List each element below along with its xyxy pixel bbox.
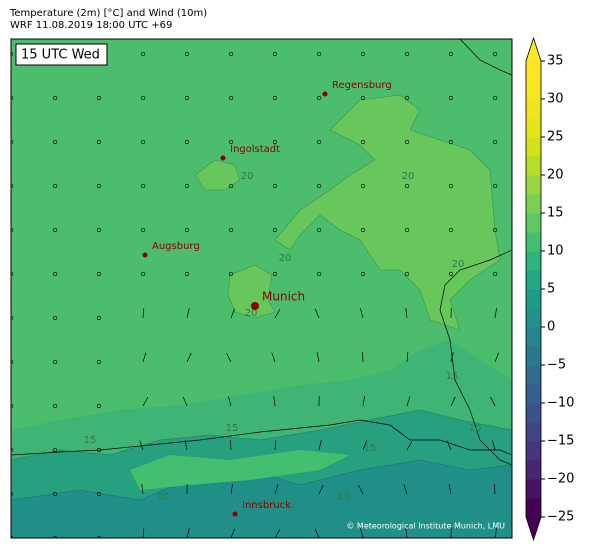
contour-label: 10 [157, 492, 170, 503]
colorbar-tick-label: −25 [547, 510, 574, 525]
colorbar-tick-label: 0 [547, 320, 555, 335]
time-label: 15 UTC Wed [21, 48, 100, 63]
colorbar-band [526, 232, 541, 252]
colorbar-tick-label: −15 [547, 434, 574, 449]
colorbar-band [526, 80, 541, 100]
city-marker [323, 92, 328, 97]
city-marker [251, 302, 259, 310]
subtitle: WRF 11.08.2019 18:00 UTC +69 [10, 20, 172, 31]
city-marker [233, 512, 238, 517]
contour-label: 20 [241, 171, 254, 182]
colorbar-band [526, 441, 541, 461]
city-label: Innsbruck [242, 500, 291, 511]
colorbar-tick-label: 20 [547, 168, 564, 183]
colorbar-band [526, 460, 541, 480]
colorbar-tick-label: 10 [547, 244, 564, 259]
city-label: Regensburg [332, 80, 392, 91]
colorbar-band [526, 194, 541, 214]
colorbar-band [526, 498, 541, 518]
colorbar-tick-label: 35 [547, 54, 564, 69]
title: Temperature (2m) [°C] and Wind (10m) [9, 8, 207, 19]
colorbar-band [526, 327, 541, 347]
colorbar-tick-label: 30 [547, 92, 564, 107]
colorbar-band [526, 403, 541, 423]
colorbar-band [526, 213, 541, 233]
colorbar-band [526, 251, 541, 271]
colorbar-band [526, 308, 541, 328]
contour-label: 10 [469, 423, 482, 434]
colorbar: −25 −20 −15 −10 −5 0 5 10 15 20 25 30 35 [526, 38, 574, 540]
colorbar-band [526, 365, 541, 385]
city-marker [221, 156, 226, 161]
city-label: Augsburg [152, 241, 200, 252]
colorbar-band [526, 99, 541, 119]
colorbar-band [526, 175, 541, 195]
contour-label: 15 [226, 423, 239, 434]
colorbar-tick-label: −5 [547, 358, 566, 373]
colorbar-band [526, 479, 541, 499]
colorbar-under [526, 517, 541, 540]
colorbar-tick-label: 15 [547, 206, 564, 221]
colorbar-tick-label: 5 [547, 282, 555, 297]
contour-label: 20 [402, 171, 415, 182]
colorbar-band [526, 422, 541, 442]
colorbar-band [526, 118, 541, 138]
contour-label: 15 [364, 443, 377, 454]
city-marker [143, 253, 148, 258]
colorbar-over [526, 38, 541, 61]
colorbar-tick-label: 25 [547, 130, 564, 145]
contour-label: 15 [84, 435, 97, 446]
contour-label: 20 [279, 253, 292, 264]
city-label: Munich [262, 290, 305, 304]
colorbar-band [526, 289, 541, 309]
colorbar-band [526, 346, 541, 366]
colorbar-tick-label: −10 [547, 396, 574, 411]
colorbar-band [526, 156, 541, 176]
colorbar-tick-label: −20 [547, 472, 574, 487]
city-label: Ingolstadt [230, 144, 280, 155]
credit: © Meteorological Institute Munich, LMU [346, 522, 505, 531]
colorbar-band [526, 270, 541, 290]
colorbar-band [526, 137, 541, 157]
colorbar-band [526, 384, 541, 404]
contour-label: 15 [446, 371, 459, 382]
contour-label: 10 [338, 491, 351, 502]
colorbar-band [526, 61, 541, 81]
contour-label: 20 [452, 259, 465, 270]
